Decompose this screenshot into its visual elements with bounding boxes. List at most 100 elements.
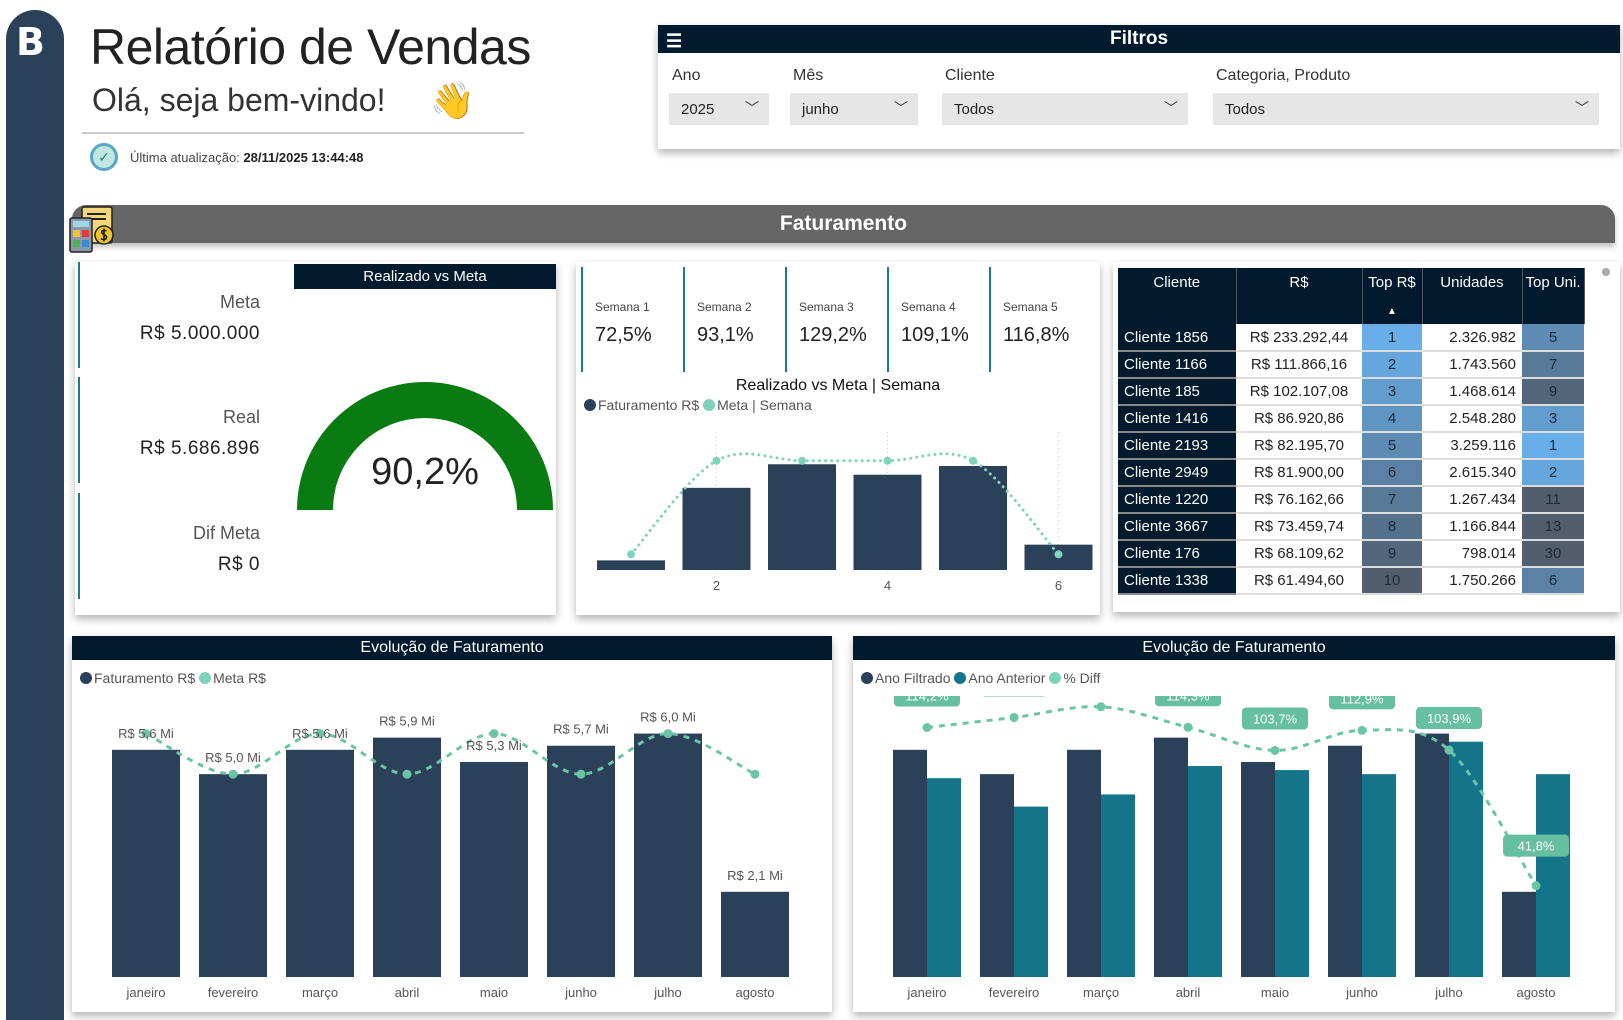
ano-anterior-bar[interactable] (1188, 766, 1222, 977)
diff-point[interactable] (1270, 745, 1280, 755)
kpi-dif: Dif Meta R$ 0 (78, 493, 268, 599)
table-row[interactable]: Cliente 176 R$ 68.109,62 9 798.014 30 (1118, 540, 1584, 568)
table-row[interactable]: Cliente 2949 R$ 81.900,00 6 2.615.340 2 (1118, 459, 1584, 487)
table-row[interactable]: Cliente 1220 R$ 76.162,66 7 1.267.434 11 (1118, 486, 1584, 514)
ano-filtrado-bar[interactable] (1154, 737, 1188, 977)
meta-point[interactable] (1054, 550, 1063, 559)
diff-point[interactable] (1009, 712, 1019, 722)
legend-diff: % Diff (1063, 670, 1101, 686)
revenue-bar[interactable] (460, 761, 528, 977)
revenue-bar[interactable] (721, 891, 789, 977)
column-header[interactable]: Cliente (1118, 268, 1237, 324)
diff-point[interactable] (1183, 722, 1193, 732)
ano-anterior-bar[interactable] (1275, 770, 1309, 977)
table-row[interactable]: Cliente 1166 R$ 111.866,16 2 1.743.560 7 (1118, 351, 1584, 379)
week-bar[interactable] (682, 487, 751, 570)
meta-point[interactable] (798, 456, 806, 465)
ano-anterior-bar[interactable] (1362, 774, 1396, 977)
cell-unidades: 2.615.340 (1422, 459, 1522, 487)
top-clients-table: Cliente R$ Top R$ ▲ Unidades Top Uni. Cliente… (1113, 262, 1620, 612)
welcome-text: Olá, seja bem-vindo! (92, 82, 386, 118)
table-row[interactable]: Cliente 185 R$ 102.107,08 3 1.468.614 9 (1118, 378, 1584, 406)
data-label: R$ 5,0 Mi (205, 750, 261, 765)
column-header[interactable]: R$ (1236, 268, 1363, 324)
chart-title: Evolução de Faturamento (72, 636, 832, 660)
revenue-bar[interactable] (547, 745, 615, 977)
cell-top-unidades: 2 (1522, 459, 1584, 487)
diff-point[interactable] (1444, 745, 1454, 755)
cell-cliente: Cliente 176 (1118, 540, 1236, 568)
meta-point[interactable] (663, 729, 673, 739)
cell-unidades: 1.468.614 (1422, 378, 1522, 406)
meta-point[interactable] (228, 769, 238, 779)
x-tick-label: abril (395, 985, 420, 1000)
cell-cliente: Cliente 1338 (1118, 567, 1236, 595)
ano-filtrado-bar[interactable] (1415, 733, 1449, 977)
week-bar[interactable] (768, 464, 836, 570)
table-row[interactable]: Cliente 2193 R$ 82.195,70 5 3.259.116 1 (1118, 432, 1584, 460)
ano-filtrado-bar[interactable] (1328, 745, 1362, 977)
meta-point[interactable] (576, 769, 586, 779)
meta-point[interactable] (712, 456, 721, 465)
table-row[interactable]: Cliente 1856 R$ 233.292,44 1 2.326.982 5 (1118, 324, 1584, 352)
meta-point[interactable] (141, 729, 151, 739)
column-header[interactable]: Top Uni. (1522, 268, 1585, 324)
cell-cliente: Cliente 185 (1118, 378, 1236, 406)
week-bar[interactable] (939, 465, 1007, 570)
ano-filtrado-bar[interactable] (1241, 761, 1275, 977)
ano-anterior-bar[interactable] (1101, 794, 1135, 977)
ano-filtrado-bar[interactable] (893, 749, 927, 977)
filter-categoria-dropdown[interactable]: Todos ﹀ (1213, 93, 1599, 125)
meta-point[interactable] (627, 550, 635, 559)
ano-anterior-bar[interactable] (1536, 774, 1570, 977)
filter-mes-dropdown[interactable]: junho ﹀ (790, 93, 918, 125)
ano-anterior-bar[interactable] (927, 778, 961, 977)
table-row[interactable]: Cliente 1338 R$ 61.494,60 10 1.750.266 6 (1118, 567, 1584, 595)
revenue-bar[interactable] (634, 733, 702, 977)
sliders-icon[interactable]: ☰ (666, 31, 683, 51)
revenue-bar[interactable] (286, 749, 354, 977)
column-header-label: Top Uni. (1525, 274, 1581, 291)
cell-valor: R$ 61.494,60 (1236, 567, 1362, 595)
week-label: Semana 2 (697, 300, 752, 314)
filter-label-mes: Mês (793, 67, 824, 84)
scrollbar[interactable] (1602, 268, 1610, 276)
meta-point[interactable] (750, 769, 760, 779)
data-label: R$ 5,3 Mi (466, 738, 522, 753)
meta-point[interactable] (315, 729, 325, 739)
ano-filtrado-bar[interactable] (1502, 891, 1536, 977)
ano-anterior-bar[interactable] (1014, 806, 1048, 977)
diff-point[interactable] (1531, 881, 1541, 891)
filter-cliente-dropdown[interactable]: Todos ﹀ (942, 93, 1188, 125)
week-kpi: Semana 5 116,8% (989, 267, 1091, 372)
table-row[interactable]: Cliente 3667 R$ 73.459,74 8 1.166.844 13 (1118, 513, 1584, 541)
table-row[interactable]: Cliente 1416 R$ 86.920,86 4 2.548.280 3 (1118, 405, 1584, 433)
filter-ano-dropdown[interactable]: 2025 ﹀ (669, 93, 769, 125)
kpi-meta-label: Meta (219, 292, 260, 312)
ano-filtrado-bar[interactable] (1067, 749, 1101, 977)
column-header[interactable]: Top R$ ▲ (1362, 268, 1423, 324)
meta-point[interactable] (402, 769, 412, 779)
ano-filtrado-bar[interactable] (980, 774, 1014, 977)
meta-point[interactable] (489, 729, 499, 739)
diff-line (926, 705, 1538, 887)
diff-point[interactable] (1096, 702, 1106, 712)
meta-point[interactable] (969, 456, 977, 465)
week-bar[interactable] (853, 474, 922, 570)
data-label: R$ 5,9 Mi (379, 714, 435, 729)
revenue-bar[interactable] (199, 774, 267, 977)
week-label: Semana 5 (1003, 300, 1058, 314)
diff-label-box (1155, 696, 1221, 707)
sort-asc-icon[interactable]: ▲ (1387, 306, 1397, 317)
revenue-bar[interactable] (112, 749, 180, 977)
diff-point[interactable] (922, 723, 932, 733)
diff-point[interactable] (1357, 725, 1367, 735)
x-tick-label: agosto (1516, 985, 1555, 1000)
cell-unidades: 3.259.116 (1422, 432, 1522, 460)
column-header[interactable]: Unidades (1422, 268, 1523, 324)
meta-point[interactable] (883, 456, 892, 465)
x-tick-label: janeiro (125, 985, 165, 1000)
legend-dot (1049, 672, 1062, 684)
ano-anterior-bar[interactable] (1449, 741, 1483, 977)
week-bar[interactable] (597, 560, 665, 570)
